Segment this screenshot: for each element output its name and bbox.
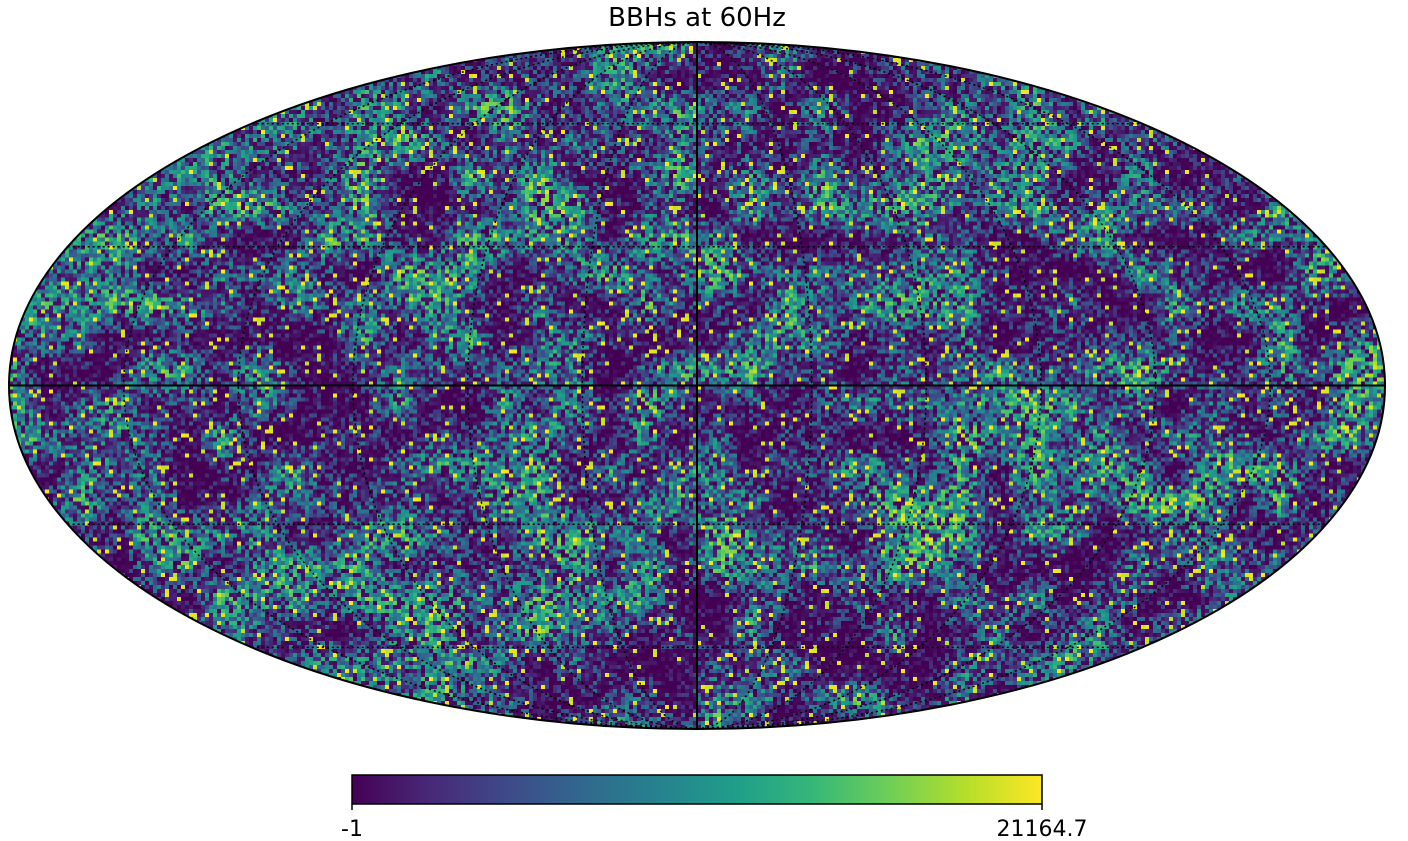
- meridian-line: [696, 42, 928, 729]
- chart-title: BBHs at 60Hz: [608, 3, 786, 33]
- map-outline: [8, 41, 1386, 730]
- colorbar-gradient: [351, 774, 1043, 805]
- meridian-line: [696, 42, 813, 729]
- meridian-line: [696, 42, 1157, 729]
- meridian-line: [237, 42, 698, 729]
- colorbar-min-label: -1: [341, 817, 363, 841]
- colorbar-max-label: 21164.7: [997, 817, 1088, 841]
- colorbar: -1 21164.7: [341, 774, 1088, 841]
